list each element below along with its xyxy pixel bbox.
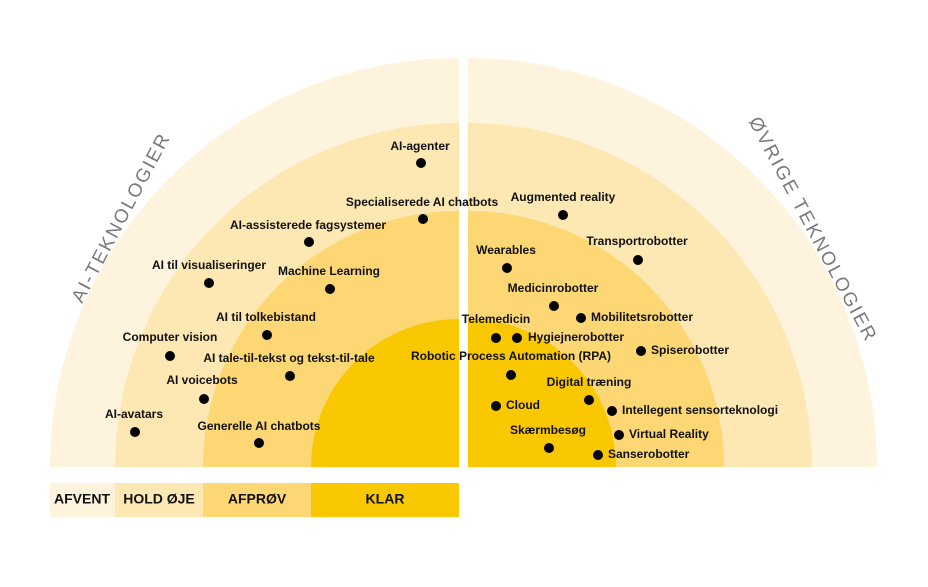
legend-label: KLAR: [366, 491, 405, 507]
item-label: AI-agenter: [390, 139, 450, 153]
item-dot: [325, 284, 335, 294]
item-label: Machine Learning: [278, 264, 380, 278]
item-label: Skærmbesøg: [510, 423, 586, 437]
legend-label: HOLD ØJE: [123, 491, 195, 507]
item-dot: [636, 346, 646, 356]
item-dot: [544, 443, 554, 453]
item-label: Telemedicin: [462, 312, 530, 326]
item-dot: [593, 450, 603, 460]
item-dot: [633, 255, 643, 265]
item-dot: [204, 278, 214, 288]
item-dot: [416, 158, 426, 168]
item-label: Cloud: [506, 398, 540, 412]
item-label: AI voicebots: [166, 373, 238, 387]
item-label: Spiserobotter: [651, 343, 729, 357]
item-dot: [254, 438, 264, 448]
item-dot: [418, 214, 428, 224]
item-dot: [584, 395, 594, 405]
item-label: Transportrobotter: [586, 234, 688, 248]
legend-label: AFPRØV: [228, 491, 287, 507]
rings: [50, 58, 877, 467]
item-label: Wearables: [476, 243, 536, 257]
legend: AFVENT HOLD ØJE AFPRØV KLAR: [50, 483, 459, 517]
item-dot: [576, 313, 586, 323]
item-dot: [549, 301, 559, 311]
item-dot: [512, 333, 522, 343]
item-label: Digital træning: [547, 375, 632, 389]
item-label: Robotic Process Automation (RPA): [411, 349, 611, 363]
item-label: Hygiejnerobotter: [528, 330, 624, 344]
item-dot: [199, 394, 209, 404]
item-dot: [262, 330, 272, 340]
item-dot: [285, 371, 295, 381]
item-dot: [491, 401, 501, 411]
item-dot: [502, 263, 512, 273]
item-label: Medicinrobotter: [508, 281, 599, 295]
item-dot: [558, 210, 568, 220]
item-dot: [165, 351, 175, 361]
item-label: Generelle AI chatbots: [198, 419, 321, 433]
item-label: Intellegent sensorteknologi: [622, 403, 778, 417]
item-dot: [304, 237, 314, 247]
item-label: Virtual Reality: [629, 427, 709, 441]
item-label: Specialiserede AI chatbots: [346, 195, 499, 209]
item-dot: [130, 427, 140, 437]
item-label: AI-avatars: [105, 407, 163, 421]
item-label: AI til visualiseringer: [152, 258, 266, 272]
legend-label: AFVENT: [54, 491, 110, 507]
items: AI-agenter Specialiserede AI chatbots AI-a…: [105, 139, 778, 461]
item-label: Mobilitetsrobotter: [591, 310, 693, 324]
item-dot: [614, 430, 624, 440]
item-label: Augmented reality: [511, 190, 616, 204]
item-label: Computer vision: [123, 330, 218, 344]
item-label: AI-assisterede fagsystemer: [230, 218, 386, 232]
item-dot: [491, 333, 501, 343]
item-label: AI tale-til-tekst og tekst-til-tale: [203, 351, 375, 365]
item-label: AI til tolkebistand: [216, 310, 316, 324]
item-dot: [506, 370, 516, 380]
item-dot: [607, 406, 617, 416]
item-label: Sanserobotter: [608, 447, 690, 461]
